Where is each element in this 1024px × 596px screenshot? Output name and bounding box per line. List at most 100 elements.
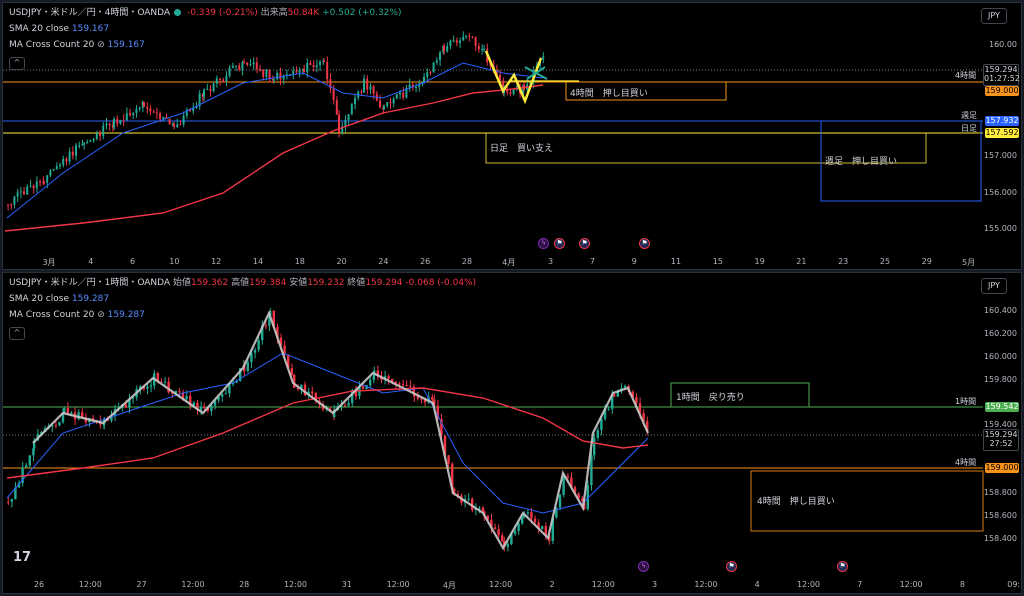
candle-body: [537, 522, 540, 530]
candle-body: [303, 69, 305, 73]
candle-body: [351, 390, 354, 404]
candle-body: [268, 316, 271, 326]
market-status-icon: [174, 9, 182, 16]
candle-body: [315, 65, 318, 68]
candle-body: [474, 37, 477, 47]
close-label: 終値: [347, 278, 366, 288]
ma-label[interactable]: MA Cross Count 20: [9, 310, 95, 320]
candle-body: [108, 123, 111, 126]
weekly-zone-rect: [820, 120, 982, 202]
symbol-label[interactable]: USDJPY・米ドル／円・1時間・OANDA: [9, 278, 171, 288]
candle-body: [75, 145, 77, 156]
time-tick: 4月: [502, 258, 516, 267]
candle-body: [81, 143, 84, 146]
candle-body: [279, 72, 282, 80]
h4-zone-label[interactable]: 4時間 押し目買い: [757, 497, 835, 507]
candle-body: [253, 349, 257, 353]
plot-area-4h[interactable]: [3, 3, 1021, 269]
chart-pane-1h[interactable]: USDJPY・米ドル／円・1時間・OANDA 始値159.362 高値159.3…: [2, 272, 1022, 594]
candle-body: [71, 151, 74, 156]
volume-change: +0.502 (+0.32%): [322, 8, 402, 18]
time-axis-4h[interactable]: 3月 4 6 10 12 14 18 20 24 26 28 4月 3 7 9 11 15 19 21 23 25 29 5…: [3, 257, 983, 269]
plot-area-1h[interactable]: [3, 273, 1021, 593]
candle-body: [398, 383, 401, 385]
current-price-value: 159.294: [984, 430, 1018, 439]
eye-off-icon[interactable]: ⊘: [97, 310, 105, 320]
candle-body: [333, 409, 336, 417]
zigzag-overlay: [32, 310, 650, 551]
candle-body: [206, 89, 209, 91]
candle-body: [78, 145, 81, 147]
y-tick: 157.000: [983, 151, 1017, 160]
candle-body: [228, 67, 231, 76]
candle-body: [171, 124, 174, 126]
legend-main-4h[interactable]: USDJPY・米ドル／円・4時間・OANDA -0.339 (-0.21%) 出…: [9, 7, 401, 20]
current-price-tag: 159.294 27:52: [983, 429, 1019, 451]
candle-body: [243, 62, 245, 64]
candle-body: [35, 181, 38, 189]
candle-body: [499, 74, 501, 81]
candle-body: [435, 60, 438, 63]
legend-sma-1h[interactable]: SMA 20 close 159.287: [9, 293, 109, 306]
candle-body: [206, 408, 209, 411]
event-us-flag-icon[interactable]: ⚑: [639, 238, 650, 249]
candle-body: [219, 78, 221, 80]
candle-body: [46, 175, 49, 183]
candle-body: [562, 478, 565, 495]
h1-zone-label[interactable]: 1時間 戻り売り: [676, 393, 745, 403]
candle-body: [395, 94, 398, 99]
h4-zone-rect: [750, 470, 984, 532]
daily-zone-label[interactable]: 日足 買い支え: [490, 144, 554, 154]
weekly-zone-label[interactable]: 週足 押し目買い: [825, 157, 898, 167]
candle-body: [456, 494, 459, 496]
candle-body: [401, 384, 405, 386]
candle-body: [415, 86, 417, 88]
candle-body: [392, 98, 395, 104]
event-us-flag-icon[interactable]: ⚑: [554, 238, 565, 249]
event-lightning-icon[interactable]: ϟ: [638, 561, 649, 572]
h4-zone-label[interactable]: 4時間 押し目買い: [570, 89, 648, 99]
candle-body: [215, 78, 218, 84]
eye-off-icon[interactable]: ⊘: [97, 40, 105, 50]
candle-body: [14, 487, 17, 500]
low-value: 159.232: [307, 278, 345, 288]
currency-button[interactable]: JPY: [981, 8, 1007, 24]
event-us-flag-icon[interactable]: ⚑: [837, 561, 848, 572]
candle-body: [210, 405, 213, 411]
time-tick: 23: [838, 257, 849, 266]
candle-body: [255, 62, 258, 70]
candle-body: [285, 74, 288, 76]
tradingview-logo-icon[interactable]: 17: [13, 550, 32, 565]
candle-body: [113, 118, 115, 128]
candle-body: [54, 425, 57, 427]
event-lightning-icon[interactable]: ϟ: [538, 238, 549, 249]
collapse-legend-button[interactable]: ^: [9, 327, 25, 340]
time-tick: 4月: [442, 581, 456, 590]
time-tick: 24: [378, 257, 389, 266]
legend-ma-4h[interactable]: MA Cross Count 20 ⊘ 159.167: [9, 39, 145, 52]
candle-body: [125, 113, 128, 121]
currency-button[interactable]: JPY: [981, 278, 1007, 294]
symbol-label[interactable]: USDJPY・米ドル／円・4時間・OANDA: [9, 8, 171, 18]
ma-label[interactable]: MA Cross Count 20: [9, 40, 95, 50]
event-us-flag-icon[interactable]: ⚑: [726, 561, 737, 572]
legend-main-1h[interactable]: USDJPY・米ドル／円・1時間・OANDA 始値159.362 高値159.3…: [9, 277, 476, 290]
candle-body: [455, 40, 458, 44]
h4-line-label: 4時間: [955, 458, 977, 467]
candle-body: [512, 89, 515, 95]
sma-label[interactable]: SMA 20 close: [9, 24, 69, 34]
chart-pane-4h[interactable]: USDJPY・米ドル／円・4時間・OANDA -0.339 (-0.21%) 出…: [2, 2, 1022, 270]
candle-body: [486, 515, 489, 520]
h4-price-tag: 159.000: [985, 463, 1019, 473]
legend-ma-1h[interactable]: MA Cross Count 20 ⊘ 159.287: [9, 309, 145, 322]
candle-body: [350, 104, 353, 115]
event-us-flag-icon[interactable]: ⚑: [579, 238, 590, 249]
time-tick: 11: [670, 257, 682, 266]
candle-body: [235, 65, 237, 67]
collapse-legend-button[interactable]: ^: [9, 57, 25, 70]
candle-body: [143, 101, 145, 107]
time-axis-1h[interactable]: 26 12:00 27 12:00 28 12:00 31 12:00 4月 12:00 2 12:0…: [3, 580, 1020, 592]
candle-body: [332, 88, 335, 101]
sma-label[interactable]: SMA 20 close: [9, 294, 69, 304]
legend-sma-4h[interactable]: SMA 20 close 159.167: [9, 23, 109, 36]
